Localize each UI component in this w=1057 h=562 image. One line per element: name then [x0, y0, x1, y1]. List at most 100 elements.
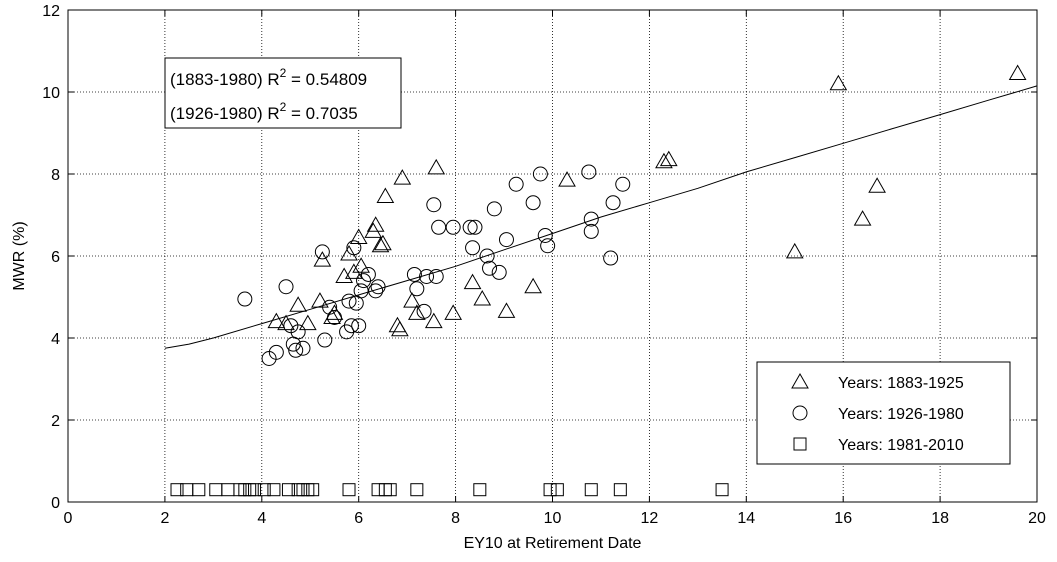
data-point-circle — [581, 164, 597, 180]
legend: Years: 1883-1925 Years: 1926-1980 Years: 1… — [756, 361, 1011, 465]
data-point-square — [209, 483, 223, 497]
y-tick-label: 0 — [51, 495, 60, 512]
data-point-square — [291, 483, 305, 497]
data-point-triangle — [497, 302, 516, 318]
y-tick-label: 6 — [51, 249, 60, 266]
data-point-square — [383, 483, 397, 497]
y-axis-label: MWR (%) — [11, 221, 28, 290]
data-point-triangle — [853, 210, 872, 226]
data-point-triangle — [427, 158, 446, 175]
data-point-circle — [339, 324, 355, 340]
data-point-circle — [445, 219, 461, 235]
data-point-triangle — [868, 177, 886, 193]
data-point-circle — [278, 279, 294, 295]
data-point-triangle — [371, 236, 390, 253]
y-tick-label: 10 — [42, 85, 60, 102]
x-tick-labels: 0 2 4 6 8 10 12 14 16 18 20 — [64, 510, 1046, 527]
data-point-triangle — [340, 244, 358, 261]
data-point-square — [306, 483, 320, 497]
data-point-circle — [428, 269, 444, 284]
data-point-circle — [603, 250, 619, 266]
data-point-triangle — [391, 320, 409, 337]
data-point-circle — [583, 211, 599, 227]
data-point-triangle — [424, 312, 443, 329]
data-point-triangle — [785, 242, 804, 259]
data-point-circle — [288, 342, 304, 358]
legend-marker-circle — [792, 405, 808, 421]
data-point-triangle — [267, 312, 286, 329]
data-point-triangle — [335, 267, 354, 283]
data-point-triangle — [388, 316, 407, 333]
data-point-circle — [479, 248, 495, 264]
data-point-circle — [351, 318, 367, 334]
data-point-circle — [326, 310, 342, 325]
data-point-circle — [406, 266, 422, 282]
data-point-circle — [353, 283, 369, 299]
data-point-circle — [615, 176, 631, 192]
data-point-circle — [537, 228, 553, 243]
data-point-circle — [419, 269, 435, 284]
x-tick-label: 12 — [641, 510, 659, 527]
data-point-circle — [346, 240, 362, 256]
x-axis-label: EY10 at Retirement Date — [464, 535, 642, 552]
axis-ticks — [67, 9, 1038, 503]
data-point-square — [221, 483, 235, 497]
x-tick-label: 6 — [354, 510, 363, 527]
y-tick-label: 12 — [42, 3, 60, 20]
data-point-square — [410, 483, 424, 497]
data-point-square — [180, 483, 194, 497]
data-point-circle — [583, 223, 599, 239]
data-point-triangle — [349, 228, 368, 245]
data-point-triangle — [393, 169, 412, 185]
data-point-circle — [508, 176, 524, 192]
data-points — [170, 64, 1027, 497]
data-point-triangle — [558, 171, 576, 187]
legend-marker-square — [793, 437, 807, 451]
regression-trendline — [164, 85, 1038, 349]
data-point-square — [296, 483, 310, 497]
y-tick-label: 4 — [51, 331, 60, 348]
data-point-circle — [322, 299, 338, 315]
data-point-circle — [462, 219, 478, 235]
data-point-square — [473, 483, 487, 497]
data-point-circle — [467, 219, 483, 235]
data-point-triangle — [313, 251, 332, 267]
data-point-circle — [491, 264, 507, 280]
legend-label: Years: 1883-1925 — [838, 375, 964, 392]
legend-label: Years: 1981-2010 — [838, 437, 964, 454]
data-point-circle — [482, 260, 498, 276]
data-point-square — [371, 483, 385, 497]
data-point-circle — [370, 279, 386, 295]
x-tick-label: 8 — [451, 510, 460, 527]
data-point-triangle — [364, 222, 383, 238]
data-point-circle — [525, 195, 541, 211]
data-point-square — [715, 483, 729, 497]
data-point-circle — [426, 197, 442, 213]
data-point-triangle — [325, 304, 344, 320]
data-point-triangle — [473, 290, 492, 306]
x-tick-label: 10 — [544, 510, 562, 527]
series-triangle — [267, 64, 1027, 337]
data-point-circle — [605, 195, 621, 211]
data-point-square — [192, 483, 206, 497]
x-tick-label: 4 — [257, 510, 266, 527]
y-tick-labels: 0 2 4 6 8 10 12 — [42, 3, 60, 512]
data-point-circle — [498, 232, 514, 248]
legend-label: Years: 1926-1980 — [838, 406, 964, 423]
x-tick-label: 18 — [931, 510, 949, 527]
data-point-triangle — [444, 304, 463, 320]
data-point-square — [550, 483, 564, 497]
data-point-circle — [295, 340, 311, 356]
data-point-square — [233, 483, 247, 497]
data-point-square — [238, 483, 252, 497]
data-point-square — [613, 483, 627, 497]
data-point-circle — [368, 283, 384, 299]
data-point-triangle — [659, 150, 678, 167]
data-point-square — [543, 483, 557, 497]
data-point-circle — [465, 240, 481, 256]
data-point-triangle — [311, 292, 329, 308]
x-tick-label: 14 — [737, 510, 755, 527]
data-point-circle — [290, 324, 306, 340]
y-tick-label: 2 — [51, 413, 60, 430]
